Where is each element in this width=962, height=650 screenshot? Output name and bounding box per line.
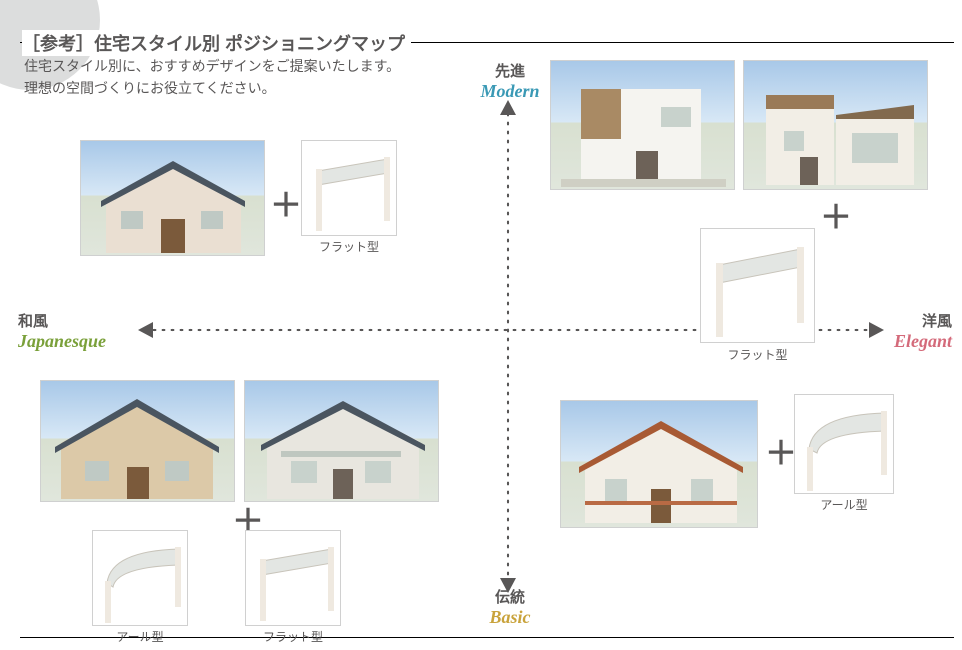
terrace-caption: フラット型 bbox=[245, 628, 341, 645]
subtitle-line-1: 住宅スタイル別に、おすすめデザインをご提案いたします。 bbox=[24, 58, 400, 74]
axis-right-en: Elegant bbox=[842, 331, 952, 352]
axis-left-en: Japanesque bbox=[18, 331, 168, 352]
page-subtitle: 住宅スタイル別に、おすすめデザインをご提案いたします。 理想の空間づくりにお役立… bbox=[24, 56, 400, 99]
axis-left-jp: 和風 bbox=[18, 310, 168, 331]
terrace-caption: フラット型 bbox=[700, 346, 815, 363]
terrace-flat-thumb bbox=[301, 140, 397, 236]
page-title: ［参考］住宅スタイル別 ポジショニングマップ bbox=[22, 30, 411, 56]
house-image bbox=[550, 60, 735, 190]
quadrant-top-right: ＋ フラット型 bbox=[550, 60, 735, 195]
house-image bbox=[40, 380, 235, 502]
terrace-flat-thumb bbox=[245, 530, 341, 626]
quadrant-top-left: ＋ フラット型 bbox=[80, 140, 265, 256]
house-image bbox=[244, 380, 439, 502]
terrace-caption: アール型 bbox=[794, 496, 894, 513]
terrace-caption: フラット型 bbox=[301, 238, 397, 255]
axis-bottom-jp: 伝統 bbox=[460, 586, 560, 607]
quadrant-bottom-right: ＋ アール型 bbox=[560, 400, 758, 528]
axis-label-right: 洋風 Elegant bbox=[842, 310, 952, 352]
axis-right-jp: 洋風 bbox=[842, 310, 952, 331]
house-image bbox=[560, 400, 758, 528]
plus-icon: ＋ bbox=[765, 428, 797, 474]
quadrant-bottom-left: ＋ アール型 フラット型 bbox=[40, 380, 235, 502]
axis-label-left: 和風 Japanesque bbox=[18, 310, 168, 352]
plus-icon: ＋ bbox=[270, 180, 302, 226]
plus-icon: ＋ bbox=[820, 192, 852, 238]
arrow-up-icon bbox=[500, 100, 516, 115]
subtitle-line-2: 理想の空間づくりにお役立てください。 bbox=[24, 80, 276, 96]
house-image bbox=[743, 60, 928, 190]
axis-vertical-dots bbox=[505, 110, 511, 582]
terrace-flat-thumb bbox=[700, 228, 815, 343]
terrace-arch-thumb bbox=[794, 394, 894, 494]
axis-bottom-en: Basic bbox=[460, 607, 560, 628]
house-image bbox=[80, 140, 265, 256]
terrace-arch-thumb bbox=[92, 530, 188, 626]
terrace-caption: アール型 bbox=[92, 628, 188, 645]
axis-label-bottom: 伝統 Basic bbox=[460, 586, 560, 628]
